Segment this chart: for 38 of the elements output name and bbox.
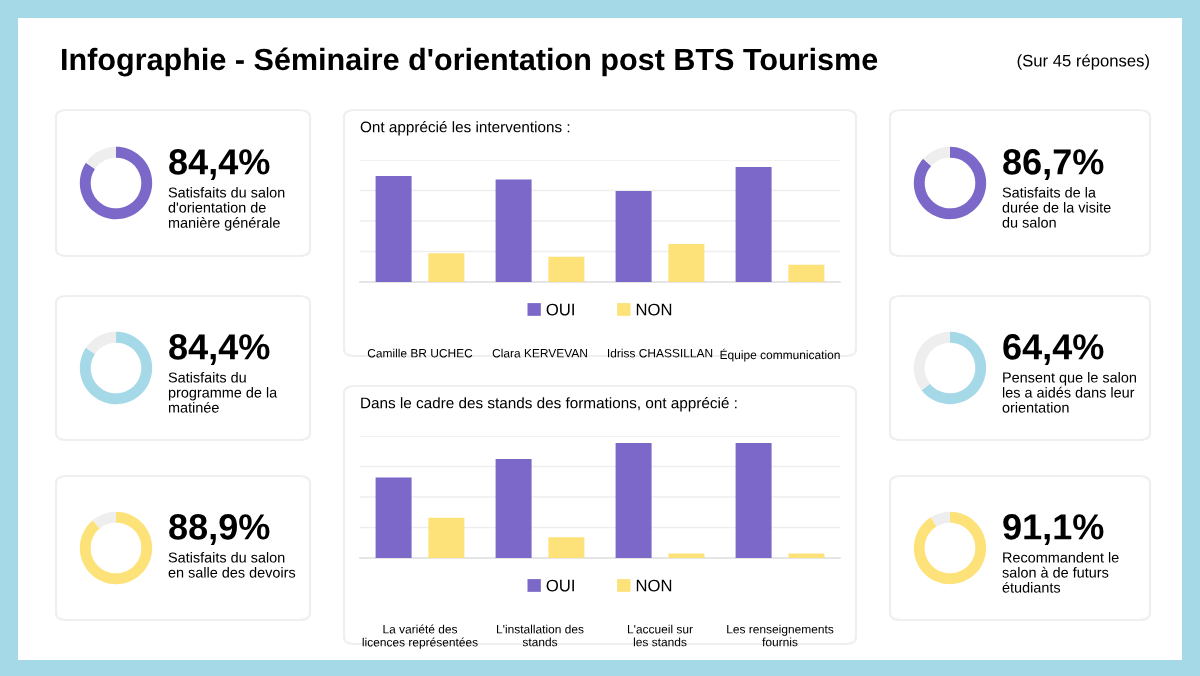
bar bbox=[495, 179, 532, 282]
donut-slice bbox=[79, 331, 153, 405]
bar bbox=[495, 459, 532, 558]
donut-slice bbox=[79, 146, 153, 220]
donut-slice bbox=[92, 511, 116, 529]
bar bbox=[375, 477, 412, 558]
donut-slice bbox=[79, 511, 153, 585]
legend-label: OUI bbox=[546, 303, 574, 316]
bar bbox=[615, 442, 652, 558]
chart-title: 84,4% bbox=[169, 334, 270, 365]
bar bbox=[428, 253, 465, 282]
donut-slice bbox=[913, 146, 987, 220]
bar bbox=[788, 264, 825, 282]
bar bbox=[735, 442, 772, 558]
text: (Sur 45 réponses) bbox=[1017, 54, 1149, 70]
chart-title: 84,4% bbox=[169, 149, 270, 180]
bar bbox=[548, 256, 585, 282]
chart-title: 64,4% bbox=[1003, 334, 1104, 365]
bar bbox=[428, 517, 465, 558]
text: Infographie - Séminaire d'orientation post BTS Tourisme bbox=[62, 47, 878, 77]
donut-slice bbox=[913, 331, 950, 391]
bar bbox=[735, 166, 772, 282]
bar bbox=[375, 176, 412, 282]
chart-title: 88,9% bbox=[169, 514, 270, 545]
chart-title: 91,1% bbox=[1003, 514, 1104, 545]
donut-slice bbox=[85, 146, 116, 169]
bar bbox=[615, 191, 652, 282]
donut-slice bbox=[921, 331, 987, 405]
donut-slice bbox=[923, 146, 950, 167]
bar bbox=[548, 537, 585, 558]
legend-label: OUI bbox=[546, 579, 574, 592]
chart-title: 86,7% bbox=[1003, 149, 1104, 180]
legend-label: NON bbox=[636, 579, 672, 592]
bar bbox=[668, 244, 705, 282]
donut-slice bbox=[913, 511, 987, 585]
donut-slice bbox=[930, 511, 950, 527]
donut-slice bbox=[85, 331, 116, 354]
legend-label: NON bbox=[636, 303, 672, 316]
